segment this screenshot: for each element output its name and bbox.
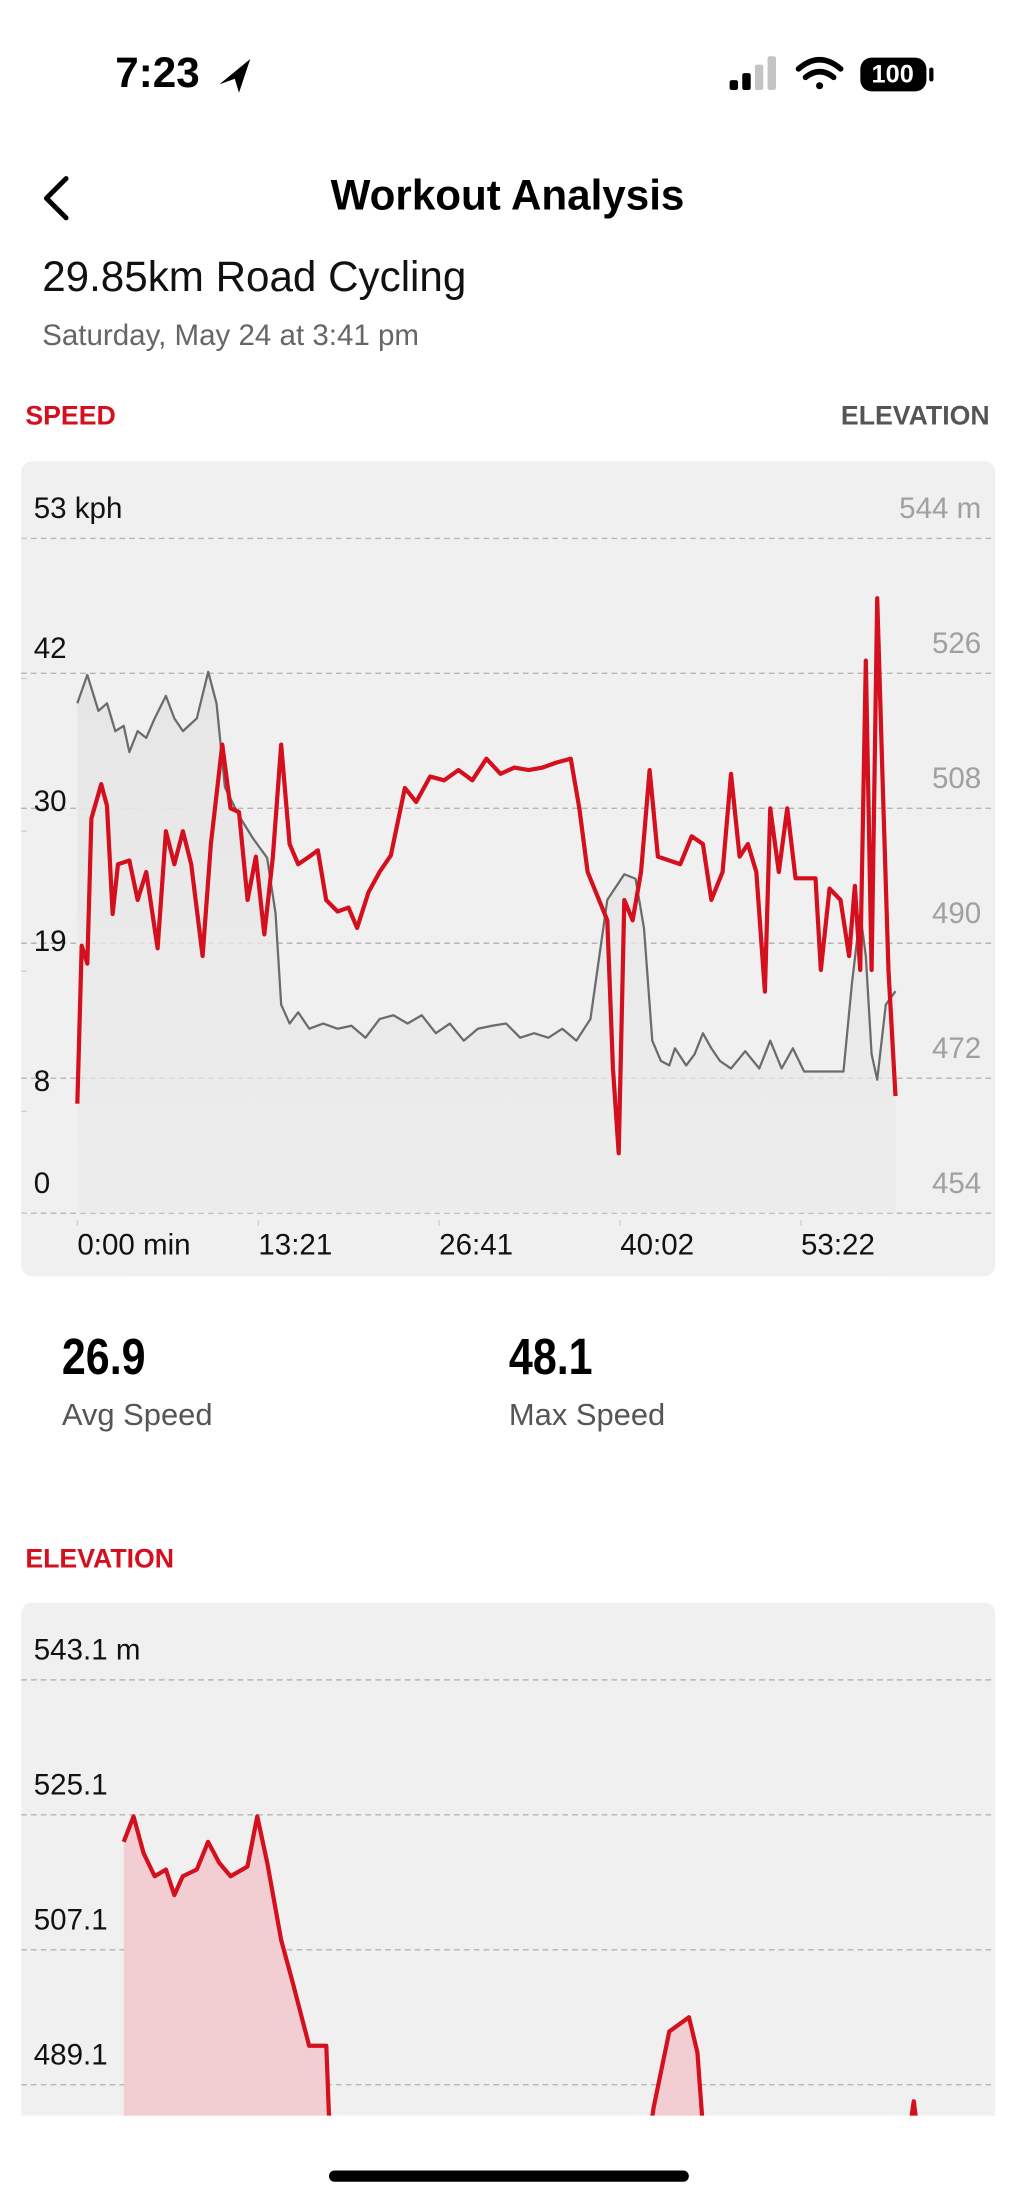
x-tick-label: 26:41: [439, 1229, 513, 1262]
speed-title[interactable]: SPEED: [25, 401, 115, 431]
x-tick-label: 40:02: [620, 1229, 694, 1262]
y2-tick-label: 526: [932, 627, 981, 660]
wifi-icon: [795, 56, 844, 90]
elevation-line: [76, 670, 897, 1081]
home-indicator: [328, 2170, 689, 2182]
y-tick-label: 42: [34, 632, 67, 665]
elevation-fill: [123, 1816, 916, 2116]
x-tick-label: 13:21: [258, 1229, 332, 1262]
speed-line: [75, 596, 898, 1156]
y-tick-label: 8: [34, 1065, 50, 1098]
stat-label: Max Speed: [509, 1397, 665, 1432]
y-tick-label: 489.1: [34, 2038, 108, 2071]
location-icon: [219, 59, 251, 93]
y-tick-label: 19: [34, 925, 67, 958]
battery-level: 100: [872, 61, 914, 89]
y-tick-label: 543.1 m: [34, 1634, 141, 1667]
stat-value: 26.9: [62, 1328, 146, 1385]
speed-chart: 454 472 490 508 526 544 m 0 8 19 30 42 53 kph 0:00 m…: [21, 492, 996, 1262]
workout-name: 29.85km Road Cycling: [42, 253, 466, 300]
stat-value: 48.1: [509, 1328, 593, 1385]
y-tick-label: 0: [34, 1167, 50, 1200]
back-button[interactable]: [43, 176, 69, 221]
battery-icon: [860, 57, 927, 92]
elevation-line: [121, 1814, 918, 2116]
stats: 26.9 Avg Speed 48.1 Max Speed: [62, 1328, 665, 1432]
elevation-title: ELEVATION: [25, 1543, 174, 1573]
stat-label: Avg Speed: [62, 1397, 213, 1432]
y2-tick-label: 472: [932, 1032, 981, 1065]
workout-date: Saturday, May 24 at 3:41 pm: [42, 319, 419, 352]
y-tick-label: 507.1: [34, 1903, 108, 1936]
elevation-toggle[interactable]: ELEVATION: [841, 401, 990, 431]
page-title: Workout Analysis: [331, 171, 685, 218]
battery-tip: [929, 67, 934, 82]
elevation-area: [77, 671, 896, 1214]
y2-tick-label: 508: [932, 762, 981, 795]
x-tick-label: 53:22: [801, 1229, 875, 1262]
signal-icon: [729, 56, 776, 90]
y-tick-label: 525.1: [34, 1769, 108, 1802]
elevation-chart: 489.1 507.1 525.1 543.1 m: [21, 1634, 996, 2116]
y-tick-label: 30: [34, 785, 67, 818]
y-tick-label: 53 kph: [34, 492, 123, 525]
y2-tick-label: 454: [932, 1167, 981, 1200]
x-tick-label: 0:00 min: [77, 1229, 190, 1262]
status-time: 7:23: [115, 49, 199, 96]
y2-tick-label: 544 m: [899, 492, 981, 525]
y2-tick-label: 490: [932, 897, 981, 930]
